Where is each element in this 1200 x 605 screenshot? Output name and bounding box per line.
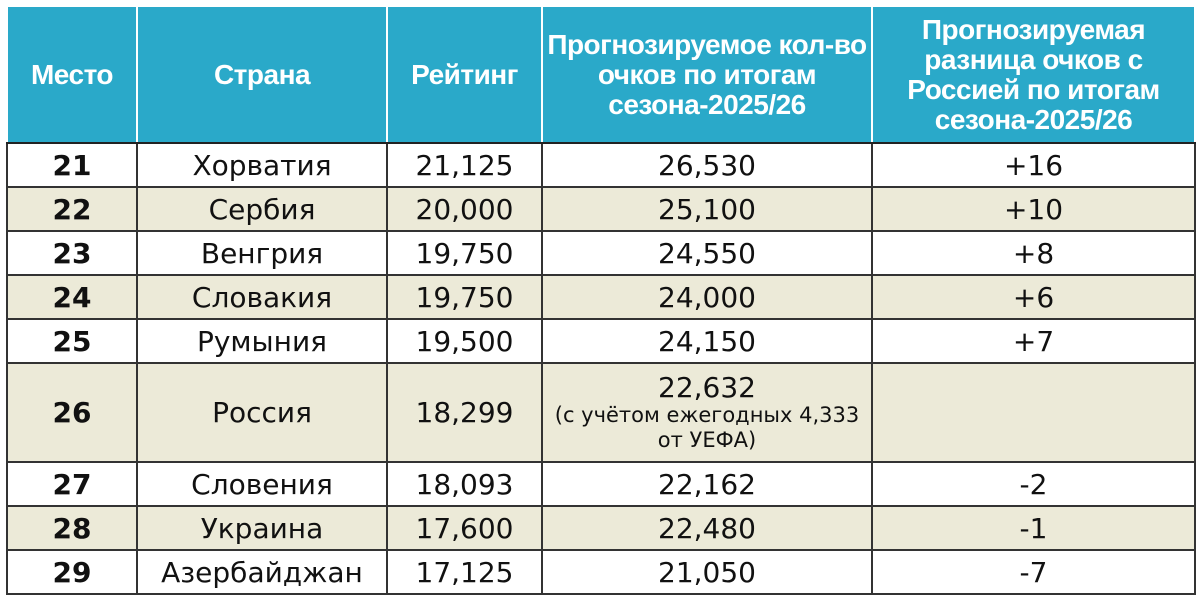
header-row: Место Страна Рейтинг Прогнозируемое кол-… (6, 5, 1196, 144)
place-cell: 25 (6, 318, 138, 364)
country-cell: Россия (136, 362, 388, 463)
rating-cell: 19,750 (386, 274, 543, 320)
country-cell: Венгрия (136, 230, 388, 276)
country-cell: Украина (136, 505, 388, 551)
table-row: 29 Азербайджан 17,125 21,050 -7 (6, 549, 1196, 595)
diff-cell: +6 (871, 274, 1196, 320)
projected-cell: 22,162 (541, 461, 873, 507)
rating-cell: 19,500 (386, 318, 543, 364)
header-country: Страна (136, 5, 388, 144)
rating-cell: 17,125 (386, 549, 543, 595)
place-cell: 28 (6, 505, 138, 551)
place-cell: 23 (6, 230, 138, 276)
country-cell: Словения (136, 461, 388, 507)
header-place: Место (6, 5, 138, 144)
ranking-table-container: Место Страна Рейтинг Прогнозируемое кол-… (6, 5, 1196, 600)
diff-cell: -2 (871, 461, 1196, 507)
table-row: 25 Румыния 19,500 24,150 +7 (6, 318, 1196, 364)
diff-cell: -7 (871, 549, 1196, 595)
projected-note: (с учётом ежегодных 4,333 от УЕФА) (554, 402, 860, 452)
header-projected-diff: Прогнозируемая разница очков с Россией п… (871, 5, 1196, 144)
rating-cell: 18,299 (386, 362, 543, 463)
projected-value: 22,632 (658, 370, 756, 404)
place-cell: 29 (6, 549, 138, 595)
projected-cell: 24,150 (541, 318, 873, 364)
table-row: 21 Хорватия 21,125 26,530 +16 (6, 142, 1196, 188)
table-row: 27 Словения 18,093 22,162 -2 (6, 461, 1196, 507)
diff-cell (871, 362, 1196, 463)
rating-cell: 19,750 (386, 230, 543, 276)
projected-cell: 25,100 (541, 186, 873, 232)
country-cell: Азербайджан (136, 549, 388, 595)
diff-cell: +10 (871, 186, 1196, 232)
table-row-russia: 26 Россия 18,299 22,632 (с учётом ежегод… (6, 362, 1196, 463)
table-row: 28 Украина 17,600 22,480 -1 (6, 505, 1196, 551)
rating-cell: 17,600 (386, 505, 543, 551)
header-rating: Рейтинг (386, 5, 543, 144)
projected-cell: 26,530 (541, 142, 873, 188)
place-cell: 24 (6, 274, 138, 320)
projected-cell: 24,550 (541, 230, 873, 276)
diff-cell: +8 (871, 230, 1196, 276)
table-row: 24 Словакия 19,750 24,000 +6 (6, 274, 1196, 320)
country-cell: Румыния (136, 318, 388, 364)
table-row: 22 Сербия 20,000 25,100 +10 (6, 186, 1196, 232)
diff-cell: +16 (871, 142, 1196, 188)
country-cell: Хорватия (136, 142, 388, 188)
header-projected-points: Прогнозируемое кол-во очков по итогам се… (541, 5, 873, 144)
diff-cell: +7 (871, 318, 1196, 364)
projected-cell: 22,632 (с учётом ежегодных 4,333 от УЕФА… (541, 362, 873, 463)
table-row: 23 Венгрия 19,750 24,550 +8 (6, 230, 1196, 276)
place-cell: 27 (6, 461, 138, 507)
place-cell: 22 (6, 186, 138, 232)
rating-cell: 18,093 (386, 461, 543, 507)
rating-cell: 20,000 (386, 186, 543, 232)
place-cell: 21 (6, 142, 138, 188)
projected-cell: 21,050 (541, 549, 873, 595)
uefa-ranking-table: Место Страна Рейтинг Прогнозируемое кол-… (6, 5, 1196, 595)
projected-cell: 24,000 (541, 274, 873, 320)
place-cell: 26 (6, 362, 138, 463)
country-cell: Сербия (136, 186, 388, 232)
country-cell: Словакия (136, 274, 388, 320)
projected-cell: 22,480 (541, 505, 873, 551)
diff-cell: -1 (871, 505, 1196, 551)
rating-cell: 21,125 (386, 142, 543, 188)
